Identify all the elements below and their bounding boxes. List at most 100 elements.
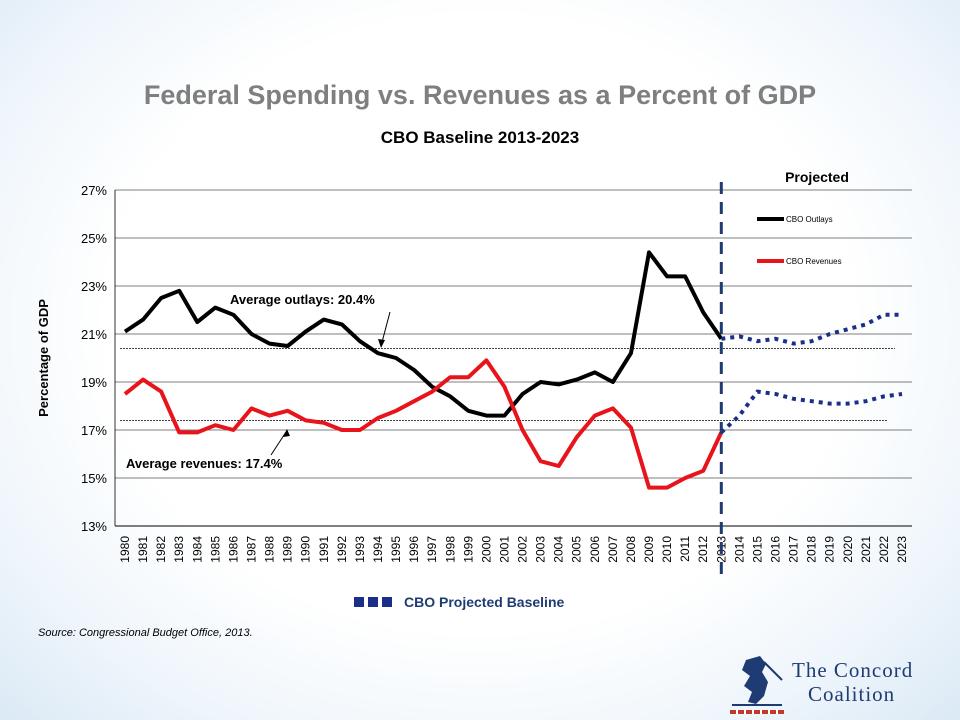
series-1-point-2012 (703, 470, 704, 471)
logo-text-line1: The Concord (792, 658, 914, 682)
series-1-point-1996 (414, 401, 415, 402)
average-lines (120, 347, 895, 421)
x-tick-label-2003: 2003 (534, 536, 548, 563)
x-tick-label-2018: 2018 (805, 536, 819, 563)
y-tick-label-17: 17% (81, 423, 107, 438)
series-0-historical-line (123, 250, 723, 418)
series-0-point-1985 (215, 307, 216, 308)
series-0-point-2016 (775, 338, 776, 339)
x-tick-label-2017: 2017 (787, 536, 801, 563)
key-square-3 (382, 597, 392, 607)
series-0-point-2006 (594, 372, 595, 373)
series-0-point-2022 (883, 314, 884, 315)
series-1-point-2015 (757, 391, 758, 392)
series-0-point-1999 (468, 410, 469, 411)
series-1-point-2010 (667, 487, 668, 488)
series-1-point-2014 (739, 415, 740, 416)
series-0-point-1993 (359, 341, 360, 342)
y-tick-label-21: 21% (81, 327, 107, 342)
series-1-point-2005 (576, 437, 577, 438)
logo-stripe (730, 710, 784, 714)
series-1-point-1993 (359, 430, 360, 431)
series-0-point-1982 (161, 298, 162, 299)
annotation-outlays-arrowhead (378, 339, 385, 348)
series-1-point-1980 (125, 394, 126, 395)
series-0-point-1990 (305, 331, 306, 332)
series-0-point-2003 (540, 382, 541, 383)
x-tick-label-1991: 1991 (317, 536, 331, 563)
x-tick-label-1992: 1992 (335, 536, 349, 563)
series-0-point-2021 (865, 324, 866, 325)
series-1-point-1995 (396, 410, 397, 411)
series-1-point-1981 (143, 379, 144, 380)
concord-coalition-logo: The Concord Coalition (726, 652, 936, 716)
y-axis-ticks: 13% 15% 17% 19% 21% 23% 25% 27% (81, 183, 107, 534)
series-1-point-2023 (902, 394, 903, 395)
legend-outlays-label: CBO Outlays (786, 215, 833, 224)
x-tick-label-2014: 2014 (732, 536, 746, 563)
series-0-point-2020 (847, 329, 848, 330)
series-0-point-2023 (902, 314, 903, 315)
x-tick-label-2009: 2009 (642, 536, 656, 563)
series-0-point-2018 (811, 341, 812, 342)
series-1-point-1984 (197, 432, 198, 433)
series-0-point-2017 (793, 343, 794, 344)
x-tick-label-1990: 1990 (299, 536, 313, 563)
x-tick-label-1984: 1984 (190, 536, 204, 563)
series-0-point-2019 (829, 334, 830, 335)
series-0-projected-line (721, 312, 902, 346)
x-tick-label-1999: 1999 (461, 536, 475, 563)
x-tick-label-1981: 1981 (136, 536, 150, 563)
x-tick-label-1989: 1989 (281, 536, 295, 563)
series-1-point-2007 (612, 408, 613, 409)
series-0-point-2011 (685, 276, 686, 277)
projected-label: Projected (785, 169, 849, 185)
series-0-point-2007 (612, 382, 613, 383)
legend-revenues-label: CBO Revenues (786, 257, 842, 266)
x-tick-label-2006: 2006 (588, 536, 602, 563)
x-tick-label-1997: 1997 (425, 536, 439, 563)
series-1-point-2018 (811, 401, 812, 402)
series-0-point-2010 (667, 276, 668, 277)
y-tick-label-19: 19% (81, 375, 107, 390)
series-1-point-2008 (630, 427, 631, 428)
x-tick-label-1988: 1988 (263, 536, 277, 563)
y-tick-label-23: 23% (81, 279, 107, 294)
series-1-point-2016 (775, 394, 776, 395)
series-1-point-2003 (540, 461, 541, 462)
annotation-revenues-arrow (270, 431, 287, 456)
series-0-point-2002 (522, 394, 523, 395)
series-0-point-1991 (323, 319, 324, 320)
series-0-point-1988 (269, 343, 270, 344)
series-lines (123, 250, 903, 490)
x-tick-label-1985: 1985 (208, 536, 222, 563)
series-0-point-1980 (125, 331, 126, 332)
series-0-point-1987 (251, 334, 252, 335)
series-1-point-2022 (883, 396, 884, 397)
series-1-point-1994 (377, 418, 378, 419)
x-tick-label-2023: 2023 (895, 536, 909, 563)
x-tick-label-2007: 2007 (606, 536, 620, 563)
series-0-point-1983 (179, 290, 180, 291)
source-note: Source: Congressional Budget Office, 201… (38, 627, 253, 639)
series-1-point-1992 (341, 430, 342, 431)
series-1-point-1998 (450, 377, 451, 378)
series-1-point-2001 (504, 386, 505, 387)
y-tick-label-15: 15% (81, 471, 107, 486)
x-tick-label-2020: 2020 (841, 536, 855, 563)
series-0-point-2008 (630, 353, 631, 354)
x-tick-label-2008: 2008 (624, 536, 638, 563)
x-tick-label-1986: 1986 (226, 536, 240, 563)
series-1-point-2020 (847, 403, 848, 404)
series-1-point-1990 (305, 420, 306, 421)
series-0-point-2005 (576, 379, 577, 380)
x-tick-label-2004: 2004 (552, 536, 566, 563)
series-1-point-2004 (558, 466, 559, 467)
series-1-point-1997 (432, 391, 433, 392)
x-tick-label-1982: 1982 (154, 536, 168, 563)
x-tick-label-2016: 2016 (769, 536, 783, 563)
series-0-point-2000 (486, 415, 487, 416)
x-tick-label-1987: 1987 (244, 536, 258, 563)
chart-subtitle: CBO Baseline 2013-2023 (380, 128, 580, 147)
x-tick-label-2015: 2015 (750, 536, 764, 563)
